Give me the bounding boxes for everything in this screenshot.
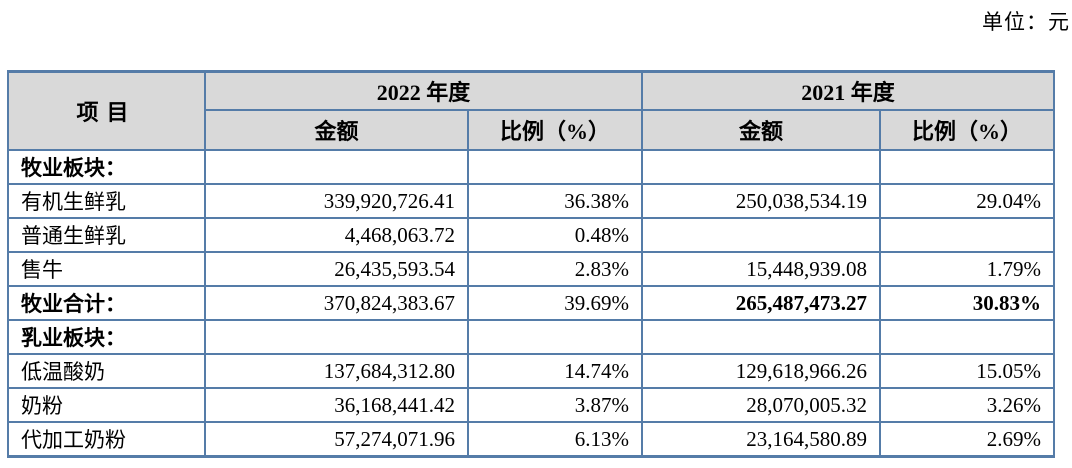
header-year-2021: 2021 年度 [641, 70, 1056, 111]
cell-amount-2021: 23,164,580.89 [641, 421, 882, 458]
cell-item-label: 普通生鲜乳 [7, 217, 206, 253]
table-row: 普通生鲜乳 4,468,063.72 0.48% [7, 217, 1056, 253]
cell-amount-2021 [641, 217, 882, 253]
cell-amount-2021: 250,038,534.19 [641, 183, 882, 219]
cell-ratio-2022: 2.83% [466, 251, 644, 287]
cell-ratio-2022: 0.48% [466, 217, 644, 253]
cell-amount-2022: 26,435,593.54 [204, 251, 469, 287]
cell-ratio-2021 [879, 217, 1056, 253]
table-row: 奶粉 36,168,441.42 3.87% 28,070,005.32 3.2… [7, 387, 1056, 423]
header-item: 项目 [7, 70, 206, 151]
cell-ratio-2022: 36.38% [466, 183, 644, 219]
cell-amount-2021: 15,448,939.08 [641, 251, 882, 287]
cell-ratio-2021 [879, 319, 1056, 355]
header-year-2022: 2022 年度 [203, 70, 644, 111]
cell-ratio-2022: 39.69% [466, 285, 644, 321]
table-row: 牧业板块： [7, 149, 1056, 185]
cell-item-label: 牧业合计： [7, 285, 206, 321]
table-row: 乳业板块： [7, 319, 1056, 355]
table-body: 牧业板块： 有机生鲜乳 339,920,726.41 36.38% 250,03… [7, 149, 1056, 458]
cell-ratio-2021: 30.83% [879, 285, 1056, 321]
cell-amount-2021: 265,487,473.27 [641, 285, 882, 321]
cell-item-label: 牧业板块： [7, 149, 206, 185]
cell-ratio-2022: 6.13% [466, 421, 644, 458]
header-row-years: 项目 2022 年度 2021 年度 [7, 70, 1056, 151]
cell-ratio-2021: 3.26% [879, 387, 1056, 423]
cell-ratio-2022: 14.74% [466, 353, 644, 389]
cell-ratio-2022: 3.87% [466, 387, 644, 423]
cell-amount-2022: 57,274,071.96 [204, 421, 469, 458]
cell-ratio-2021 [879, 149, 1056, 185]
cell-item-label: 低温酸奶 [7, 353, 206, 389]
unit-label: 单位：元 [982, 10, 1070, 34]
cell-item-label: 乳业板块： [7, 319, 206, 355]
header-ratio-2022: 比例（%） [466, 109, 644, 151]
cell-item-label: 有机生鲜乳 [7, 183, 206, 219]
cell-item-label: 奶粉 [7, 387, 206, 423]
header-amount-2021: 金额 [641, 109, 882, 151]
cell-item-label: 代加工奶粉 [7, 421, 206, 458]
header-amount-2022: 金额 [204, 109, 469, 151]
cell-amount-2021: 129,618,966.26 [641, 353, 882, 389]
cell-ratio-2021: 2.69% [879, 421, 1056, 458]
cell-ratio-2021: 29.04% [879, 183, 1056, 219]
revenue-breakdown-table: 项目 2022 年度 2021 年度 金额 比例（%） 金额 比例（%） 牧业板… [7, 70, 1056, 458]
cell-amount-2022: 4,468,063.72 [204, 217, 469, 253]
header-row-metrics: 金额 比例（%） 金额 比例（%） [8, 109, 1056, 151]
header-ratio-2021: 比例（%） [879, 109, 1056, 151]
table-row: 牧业合计： 370,824,383.67 39.69% 265,487,473.… [7, 285, 1056, 321]
cell-amount-2022 [204, 149, 469, 185]
cell-ratio-2021: 15.05% [879, 353, 1056, 389]
cell-ratio-2021: 1.79% [879, 251, 1056, 287]
cell-amount-2022: 137,684,312.80 [204, 353, 469, 389]
cell-amount-2022: 339,920,726.41 [204, 183, 469, 219]
table-row: 有机生鲜乳 339,920,726.41 36.38% 250,038,534.… [7, 183, 1056, 219]
table-row: 代加工奶粉 57,274,071.96 6.13% 23,164,580.89 … [7, 421, 1056, 458]
cell-ratio-2022 [466, 319, 644, 355]
cell-amount-2021 [641, 149, 882, 185]
cell-amount-2022: 370,824,383.67 [204, 285, 469, 321]
table-row: 低温酸奶 137,684,312.80 14.74% 129,618,966.2… [7, 353, 1056, 389]
cell-item-label: 售牛 [7, 251, 206, 287]
cell-amount-2021: 28,070,005.32 [641, 387, 882, 423]
table-row: 售牛 26,435,593.54 2.83% 15,448,939.08 1.7… [7, 251, 1056, 287]
cell-amount-2022: 36,168,441.42 [204, 387, 469, 423]
cell-amount-2022 [204, 319, 469, 355]
cell-amount-2021 [641, 319, 882, 355]
cell-ratio-2022 [466, 149, 644, 185]
table-header: 项目 2022 年度 2021 年度 金额 比例（%） 金额 比例（%） [7, 70, 1056, 151]
